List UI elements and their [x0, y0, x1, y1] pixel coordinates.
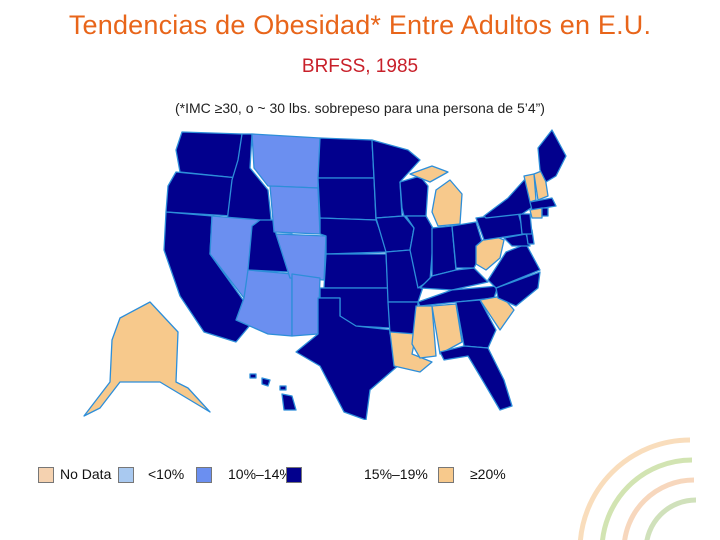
legend-swatch-10-14: [196, 467, 212, 483]
state-wy: [269, 185, 321, 235]
state-nj: [519, 213, 533, 235]
decorative-arcs: [577, 437, 697, 540]
definition-note: (*IMC ≥30, o ~ 30 lbs. sobrepeso para un…: [175, 100, 545, 116]
state-sc: [479, 295, 515, 331]
state-va: [487, 243, 541, 289]
state-ak: [83, 301, 211, 417]
legend-label-gte20: ≥20%: [470, 466, 506, 482]
state-md: [503, 233, 531, 247]
state-tn: [417, 285, 499, 307]
state-ms: [411, 305, 437, 359]
state-mi-up: [409, 165, 449, 183]
legend-swatch-lt10: [118, 467, 134, 483]
legend-label-no-data: No Data: [60, 466, 112, 482]
state-mt: [251, 133, 321, 189]
state-ct: [529, 207, 543, 219]
state-nm: [291, 273, 321, 337]
state-nd: [317, 137, 375, 179]
state-ga: [455, 299, 497, 349]
state-ri: [541, 207, 549, 217]
map-title: Tendencias de Obesidad* Entre Adultos en…: [68, 10, 652, 40]
map-legend: No Data <10% 10%–14% 15%–19% ≥20%: [0, 460, 720, 500]
state-mi: [431, 179, 463, 227]
state-or: [165, 171, 239, 217]
state-tx: [295, 297, 401, 420]
state-hi: [249, 373, 297, 411]
state-ks: [323, 253, 389, 289]
state-wi: [399, 175, 429, 217]
state-al: [431, 303, 463, 355]
legend-swatch-no-data: [38, 467, 54, 483]
legend-label-15-19: 15%–19%: [364, 466, 428, 482]
legend-label-10-14: 10%–14%: [228, 466, 292, 482]
state-sd: [317, 177, 377, 221]
state-vt: [523, 173, 537, 203]
legend-swatch-15-19: [286, 467, 302, 483]
state-fl: [439, 345, 513, 411]
map-subtitle: BRFSS, 1985: [301, 56, 419, 77]
state-ma: [529, 197, 557, 211]
state-nc: [495, 271, 541, 307]
state-me: [537, 129, 567, 183]
us-states-map: [83, 129, 567, 420]
legend-swatch-gte20: [438, 467, 454, 483]
state-wa: [175, 131, 243, 179]
legend-label-lt10: <10%: [148, 466, 185, 482]
